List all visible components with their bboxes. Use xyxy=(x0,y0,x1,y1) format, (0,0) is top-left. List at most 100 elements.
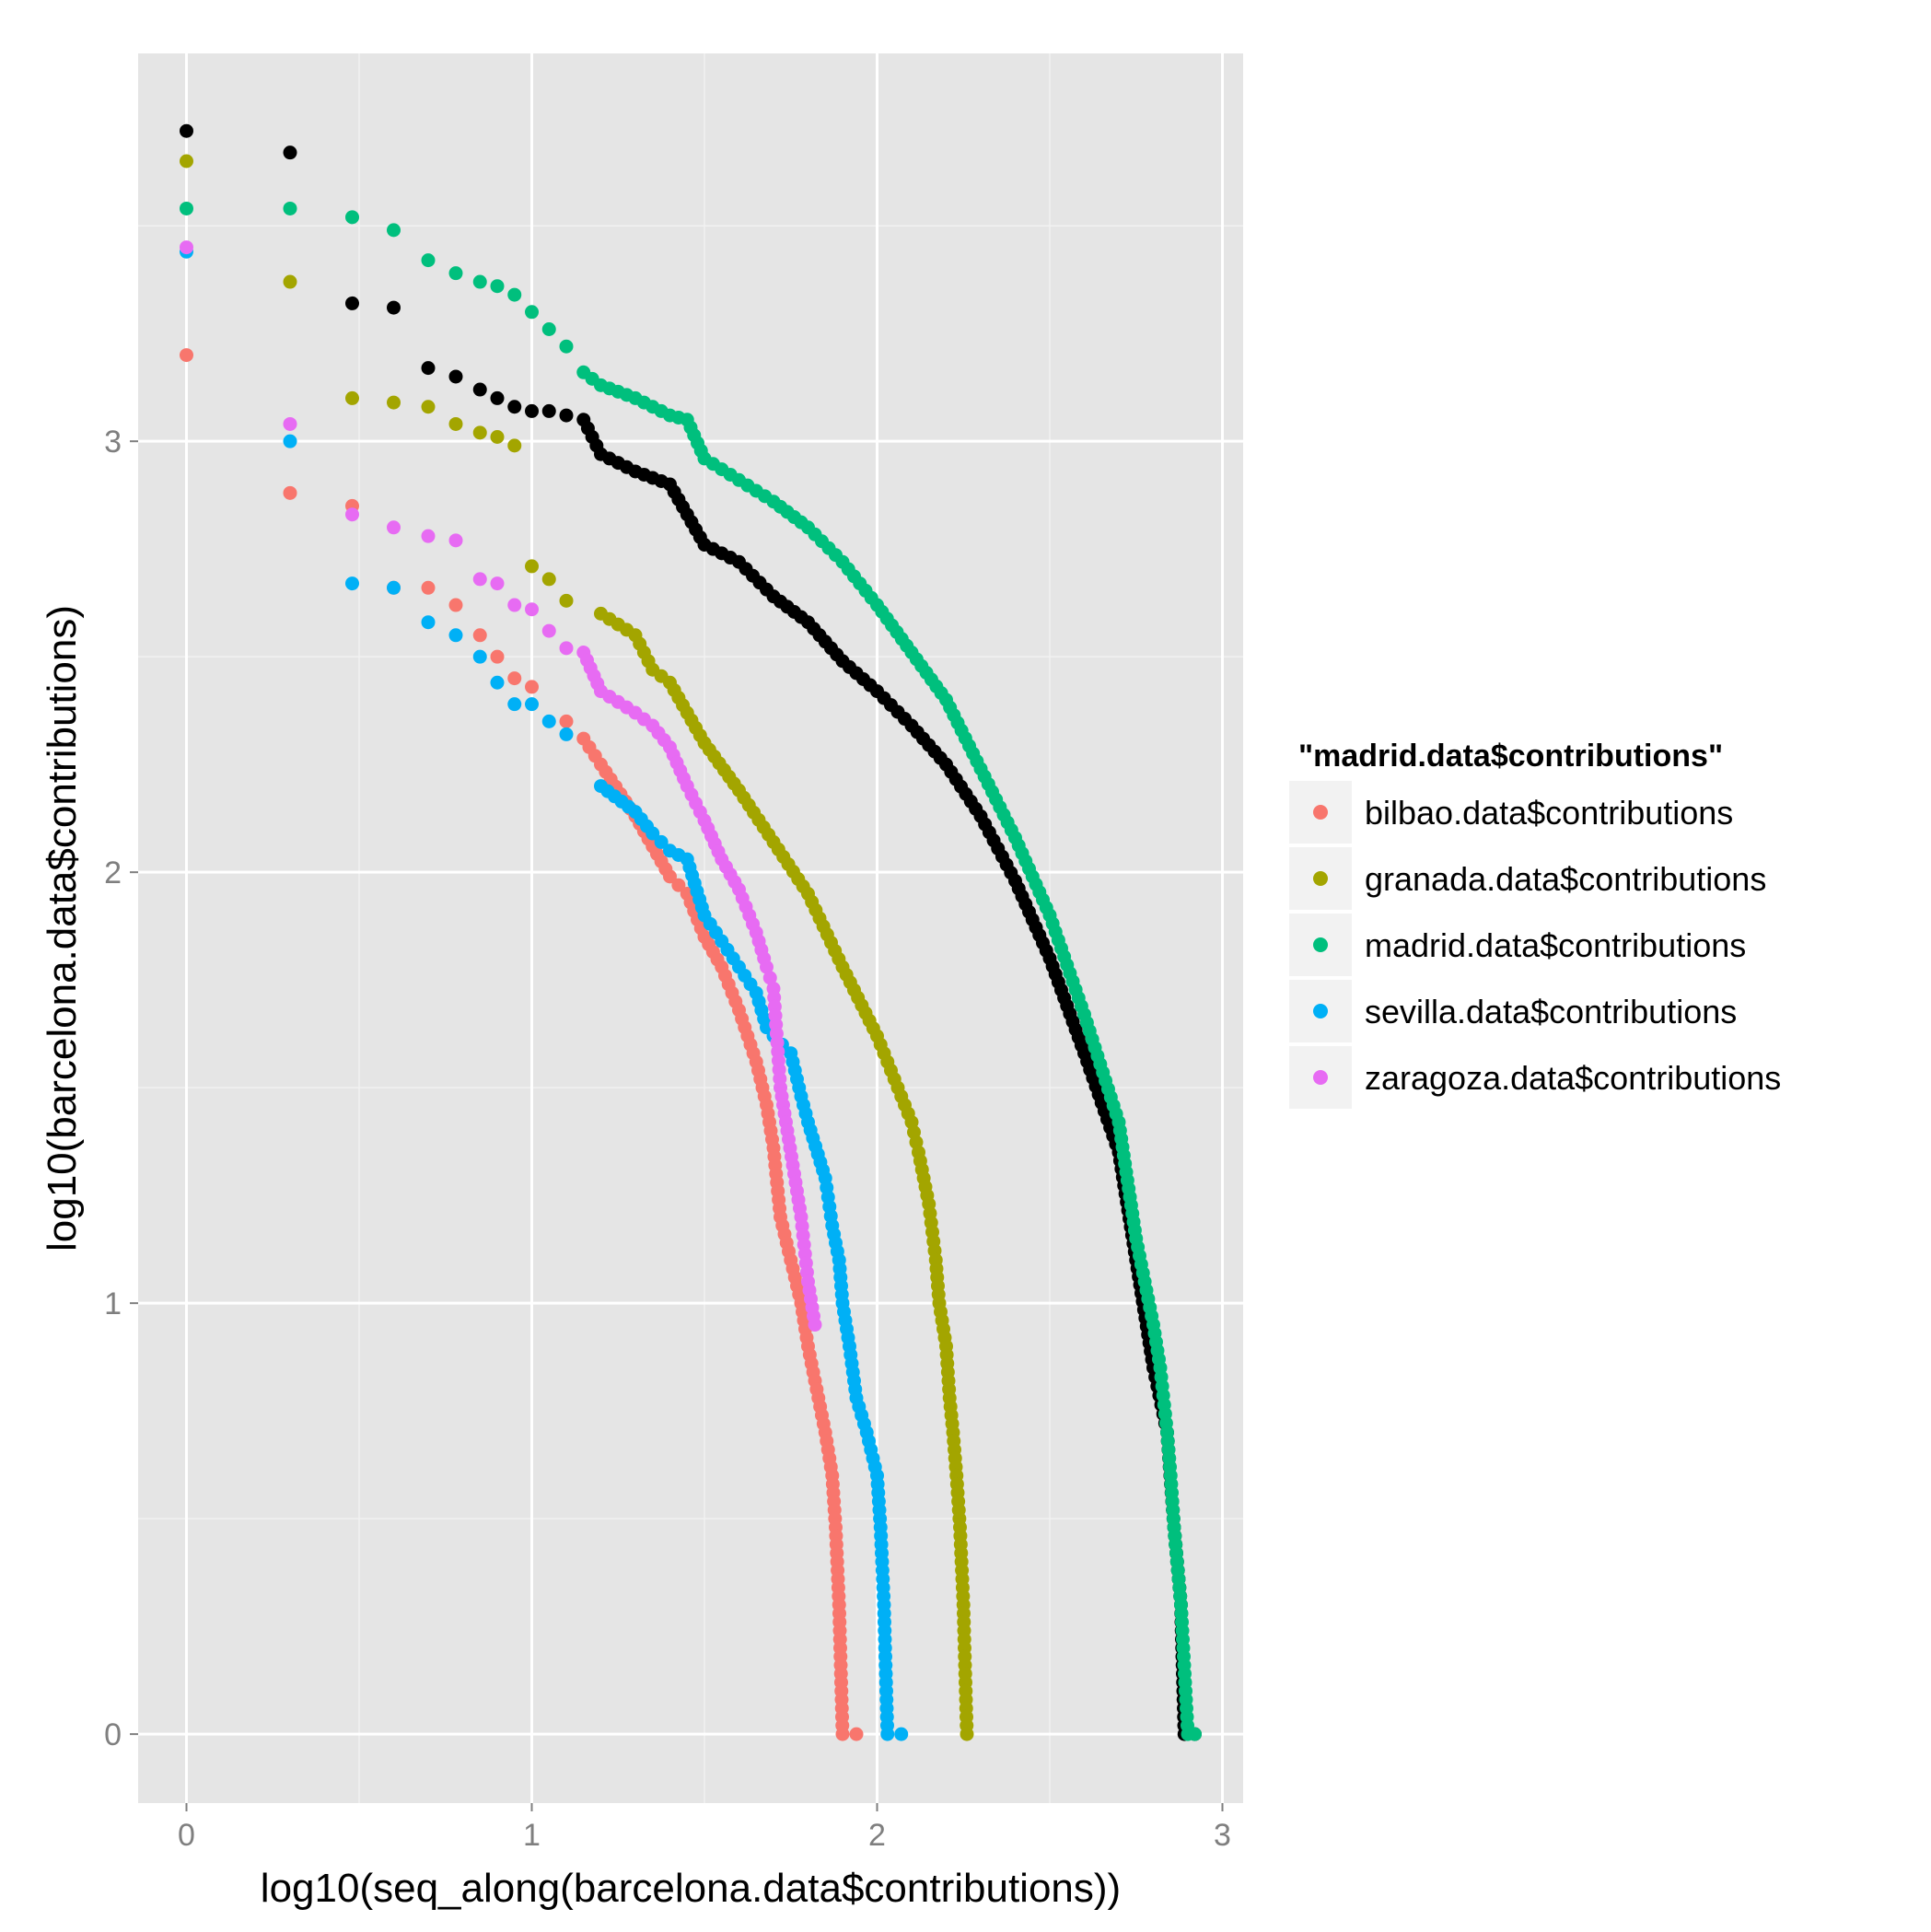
data-point xyxy=(387,223,401,238)
legend-label: madrid.data$contributions xyxy=(1365,926,1746,964)
data-point xyxy=(762,971,777,985)
panel-background xyxy=(138,53,1243,1803)
data-point xyxy=(541,322,556,337)
legend-label: granada.data$contributions xyxy=(1365,860,1766,898)
data-point xyxy=(507,598,522,612)
data-point xyxy=(541,714,556,728)
data-point xyxy=(654,834,669,849)
data-point xyxy=(525,697,539,712)
legend-label: sevilla.data$contributions xyxy=(1365,993,1737,1030)
data-point xyxy=(507,287,522,302)
data-point xyxy=(472,274,487,289)
data-point xyxy=(345,390,359,405)
legend-label: zaragoza.data$contributions xyxy=(1365,1059,1781,1097)
data-point xyxy=(448,266,463,281)
legend-swatch xyxy=(1313,871,1328,886)
data-point xyxy=(525,559,539,574)
data-point xyxy=(559,593,574,608)
data-point xyxy=(180,348,193,363)
data-point xyxy=(421,361,436,376)
data-point xyxy=(507,697,522,712)
data-point xyxy=(180,154,193,169)
data-point xyxy=(283,416,297,431)
data-point xyxy=(835,1727,850,1741)
legend-title: "madrid.data$contributions" xyxy=(1298,739,1723,774)
x-tick-label: 3 xyxy=(1214,1818,1231,1853)
data-point xyxy=(448,598,463,612)
series-points xyxy=(180,240,822,1333)
data-point xyxy=(345,507,359,522)
data-point xyxy=(283,434,297,448)
data-point xyxy=(448,628,463,643)
data-point xyxy=(421,615,436,630)
data-point xyxy=(421,400,436,414)
data-point xyxy=(760,960,774,974)
data-point xyxy=(490,279,505,294)
data-point xyxy=(490,675,505,690)
data-point xyxy=(448,533,463,548)
data-point xyxy=(180,201,193,215)
data-point xyxy=(671,878,686,892)
x-tick-label: 2 xyxy=(868,1818,886,1853)
data-point xyxy=(283,274,297,289)
data-point xyxy=(525,403,539,418)
data-point xyxy=(525,305,539,320)
data-point xyxy=(345,296,359,310)
legend-swatch xyxy=(1313,805,1328,820)
data-point xyxy=(448,416,463,431)
data-point xyxy=(541,403,556,418)
legend: "madrid.data$contributions" bilbao.data$… xyxy=(1289,739,1781,1109)
series-points xyxy=(180,154,974,1741)
data-point xyxy=(490,430,505,445)
y-tick-label: 2 xyxy=(104,855,122,890)
data-point xyxy=(283,201,297,215)
data-point xyxy=(663,869,677,884)
data-point xyxy=(541,623,556,638)
data-point xyxy=(880,1727,895,1741)
data-point xyxy=(507,400,522,414)
data-point xyxy=(472,382,487,397)
data-point xyxy=(472,649,487,664)
data-point xyxy=(283,145,297,160)
data-point xyxy=(387,580,401,595)
data-point xyxy=(283,485,297,500)
data-point xyxy=(507,671,522,686)
x-tick-label: 1 xyxy=(523,1818,541,1853)
y-tick-label: 1 xyxy=(104,1286,122,1321)
y-tick-label: 0 xyxy=(104,1717,122,1752)
data-point xyxy=(559,408,574,423)
data-point xyxy=(960,1727,974,1741)
legend-swatch xyxy=(1313,1070,1328,1085)
legend-swatch xyxy=(1313,937,1328,952)
data-point xyxy=(180,123,193,138)
data-point xyxy=(387,300,401,315)
y-axis-title: log10(barcelona.data$contributions) xyxy=(40,605,85,1251)
series-points xyxy=(180,244,909,1741)
data-point xyxy=(387,395,401,410)
data-point xyxy=(345,576,359,591)
data-point xyxy=(525,602,539,617)
data-point xyxy=(1188,1727,1202,1741)
data-point xyxy=(448,369,463,384)
data-point xyxy=(808,1318,822,1333)
data-point xyxy=(646,826,660,841)
data-point xyxy=(421,529,436,543)
x-axis-title: log10(seq_along(barcelona.data$contribut… xyxy=(261,1866,1121,1911)
data-point xyxy=(525,680,539,694)
data-point xyxy=(507,438,522,453)
data-point xyxy=(421,253,436,268)
data-point xyxy=(559,714,574,728)
data-point xyxy=(472,425,487,440)
series-points xyxy=(180,201,1202,1741)
data-point xyxy=(559,727,574,741)
data-point xyxy=(180,240,193,255)
data-point xyxy=(472,572,487,587)
data-point xyxy=(490,576,505,591)
data-point xyxy=(387,520,401,535)
data-point xyxy=(849,1727,864,1741)
data-point xyxy=(559,641,574,656)
x-tick-label: 0 xyxy=(178,1818,195,1853)
data-point xyxy=(345,210,359,225)
data-point xyxy=(421,580,436,595)
